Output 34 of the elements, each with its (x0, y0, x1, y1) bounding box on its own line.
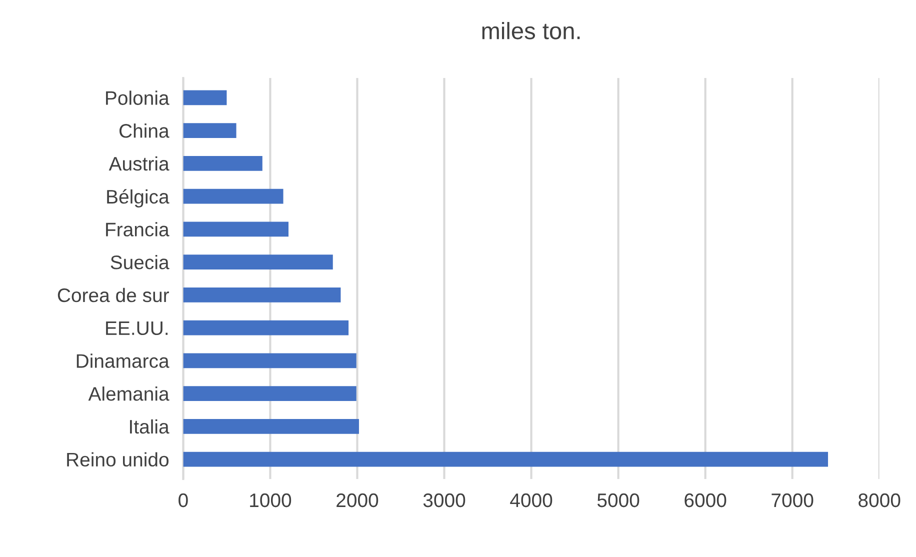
y-tick-label: Francia (106, 222, 170, 236)
x-tick-label: 3000 (423, 493, 466, 508)
x-tick-label: 0 (178, 493, 188, 508)
bar (183, 156, 262, 171)
bar (183, 288, 341, 302)
bar (183, 254, 333, 270)
y-tick-label: Reino unido (67, 452, 169, 467)
x-tick-label: 2000 (336, 493, 378, 508)
x-tick-label: 6000 (684, 493, 726, 508)
y-tick-label: Alemania (88, 386, 170, 401)
y-tick-label: Bélgica (107, 189, 170, 208)
y-tick-label: Polonia (106, 90, 170, 105)
y-tick-label: China (119, 124, 170, 138)
x-tick-label: 7000 (772, 493, 814, 508)
y-tick-label: Suecia (110, 255, 170, 270)
bar (183, 386, 356, 401)
bar (183, 419, 359, 434)
x-tick-label: 1000 (250, 493, 292, 508)
bar (183, 452, 828, 467)
x-tick-label: 5000 (597, 493, 640, 508)
bar (183, 123, 236, 138)
y-tick-label: EE.UU. (106, 321, 168, 336)
y-tick-label: Corea de sur (58, 288, 169, 302)
x-tick-label: 8000 (858, 493, 900, 508)
y-tick-label: Dinamarca (76, 354, 170, 368)
x-tick-label: 4000 (510, 493, 552, 508)
chart-title: miles ton. (482, 22, 580, 40)
bar (183, 353, 356, 368)
bar (183, 320, 349, 336)
y-tick-label: Austria (108, 156, 170, 171)
bar (183, 90, 227, 106)
y-tick-label: Italia (130, 419, 170, 434)
bar (183, 222, 288, 237)
bar (183, 188, 284, 204)
